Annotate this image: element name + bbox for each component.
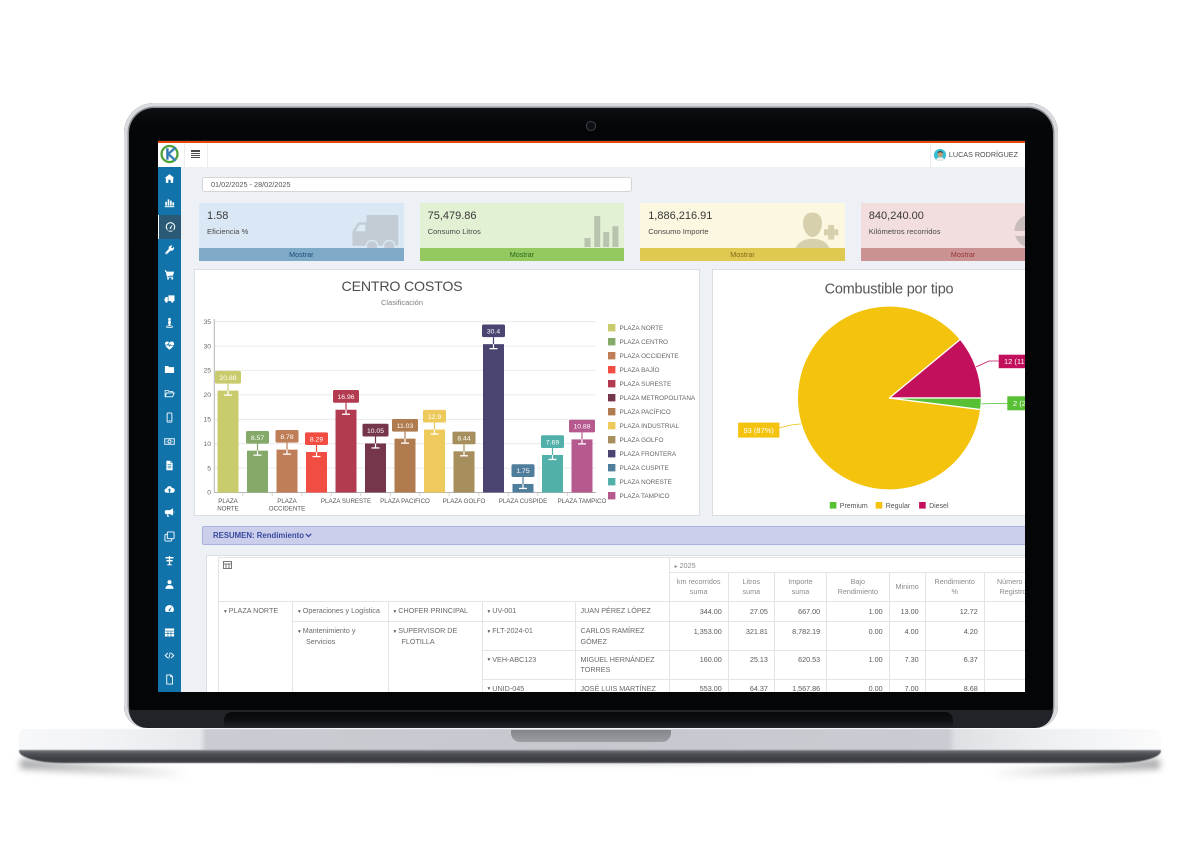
svg-text:16.96: 16.96 — [338, 394, 355, 401]
svg-text:PLAZA GOLFO: PLAZA GOLFO — [620, 437, 664, 444]
svg-text:PLAZA NORESTE: PLAZA NORESTE — [620, 479, 672, 486]
svg-text:93 (87%): 93 (87%) — [743, 425, 774, 434]
svg-text:PLAZA CENTRO: PLAZA CENTRO — [620, 339, 669, 346]
svg-text:OCCIDENTE: OCCIDENTE — [269, 505, 305, 512]
svg-text:2 (2%): 2 (2%) — [1013, 398, 1025, 407]
svg-text:CENTRO COSTOS: CENTRO COSTOS — [342, 278, 463, 294]
svg-text:7.69: 7.69 — [546, 439, 559, 446]
svg-text:Combustible por tipo: Combustible por tipo — [824, 281, 953, 297]
svg-text:PLAZA OCCIDENTE: PLAZA OCCIDENTE — [620, 353, 679, 360]
svg-text:PLAZA FRONTERA: PLAZA FRONTERA — [620, 451, 677, 458]
svg-text:30.4: 30.4 — [487, 328, 500, 335]
svg-text:10: 10 — [204, 440, 212, 447]
svg-text:12.9: 12.9 — [428, 413, 441, 420]
svg-text:5: 5 — [208, 465, 212, 472]
svg-text:PLAZA PACIFICO: PLAZA PACIFICO — [381, 497, 431, 504]
svg-text:10.88: 10.88 — [574, 423, 591, 430]
svg-text:PLAZA GOLFO: PLAZA GOLFO — [443, 497, 486, 504]
svg-text:Clasificación: Clasificación — [381, 297, 423, 306]
svg-text:Regular: Regular — [885, 502, 910, 509]
svg-text:Diesel: Diesel — [929, 502, 949, 509]
svg-text:8.44: 8.44 — [458, 435, 471, 442]
svg-text:PLAZA PACÍFICO: PLAZA PACÍFICO — [620, 407, 671, 416]
svg-text:PLAZA SURESTE: PLAZA SURESTE — [321, 497, 371, 504]
svg-text:8.78: 8.78 — [281, 433, 294, 440]
svg-text:PLAZA METROPOLITANA: PLAZA METROPOLITANA — [620, 395, 696, 402]
svg-text:30: 30 — [204, 343, 212, 350]
svg-text:PLAZA CUSPITE: PLAZA CUSPITE — [620, 465, 669, 472]
svg-text:1.75: 1.75 — [517, 468, 530, 475]
svg-text:PLAZA: PLAZA — [278, 497, 298, 504]
svg-text:35: 35 — [204, 318, 212, 325]
svg-text:25: 25 — [204, 367, 212, 374]
svg-text:10.05: 10.05 — [367, 427, 384, 434]
svg-text:NORTE: NORTE — [218, 505, 240, 512]
svg-text:PLAZA: PLAZA — [219, 497, 239, 504]
svg-text:15: 15 — [204, 416, 212, 423]
svg-text:PLAZA BAJÍO: PLAZA BAJÍO — [620, 365, 660, 374]
svg-text:PLAZA INDUSTRIAL: PLAZA INDUSTRIAL — [620, 423, 680, 430]
svg-text:8.29: 8.29 — [310, 436, 323, 443]
svg-text:Premium: Premium — [839, 502, 867, 509]
svg-text:PLAZA NORTE: PLAZA NORTE — [620, 325, 664, 332]
svg-text:20: 20 — [204, 392, 212, 399]
svg-text:PLAZA TAMPICO: PLAZA TAMPICO — [620, 493, 670, 500]
svg-text:12 (11%): 12 (11%) — [1004, 357, 1025, 366]
svg-text:8.57: 8.57 — [251, 434, 264, 441]
svg-text:20.88: 20.88 — [220, 374, 237, 381]
svg-text:0: 0 — [208, 489, 212, 496]
svg-text:11.03: 11.03 — [397, 422, 414, 429]
svg-text:PLAZA TAMPICO: PLAZA TAMPICO — [558, 497, 607, 504]
svg-text:PLAZA SURESTE: PLAZA SURESTE — [620, 381, 672, 388]
svg-text:PLAZA CUSPIDE: PLAZA CUSPIDE — [499, 497, 548, 504]
